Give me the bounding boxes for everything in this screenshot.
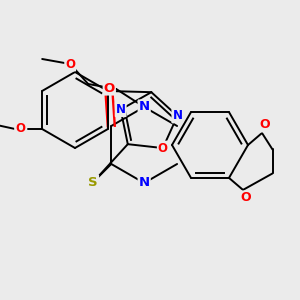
Text: O: O bbox=[15, 122, 25, 136]
Text: N: N bbox=[172, 110, 182, 122]
Text: N: N bbox=[139, 100, 150, 113]
Text: N: N bbox=[139, 176, 150, 190]
Text: O: O bbox=[103, 82, 115, 94]
Text: S: S bbox=[88, 176, 98, 188]
Text: O: O bbox=[260, 118, 270, 131]
Text: O: O bbox=[65, 58, 75, 70]
Text: N: N bbox=[116, 103, 126, 116]
Text: O: O bbox=[241, 191, 251, 204]
Text: O: O bbox=[158, 142, 168, 154]
